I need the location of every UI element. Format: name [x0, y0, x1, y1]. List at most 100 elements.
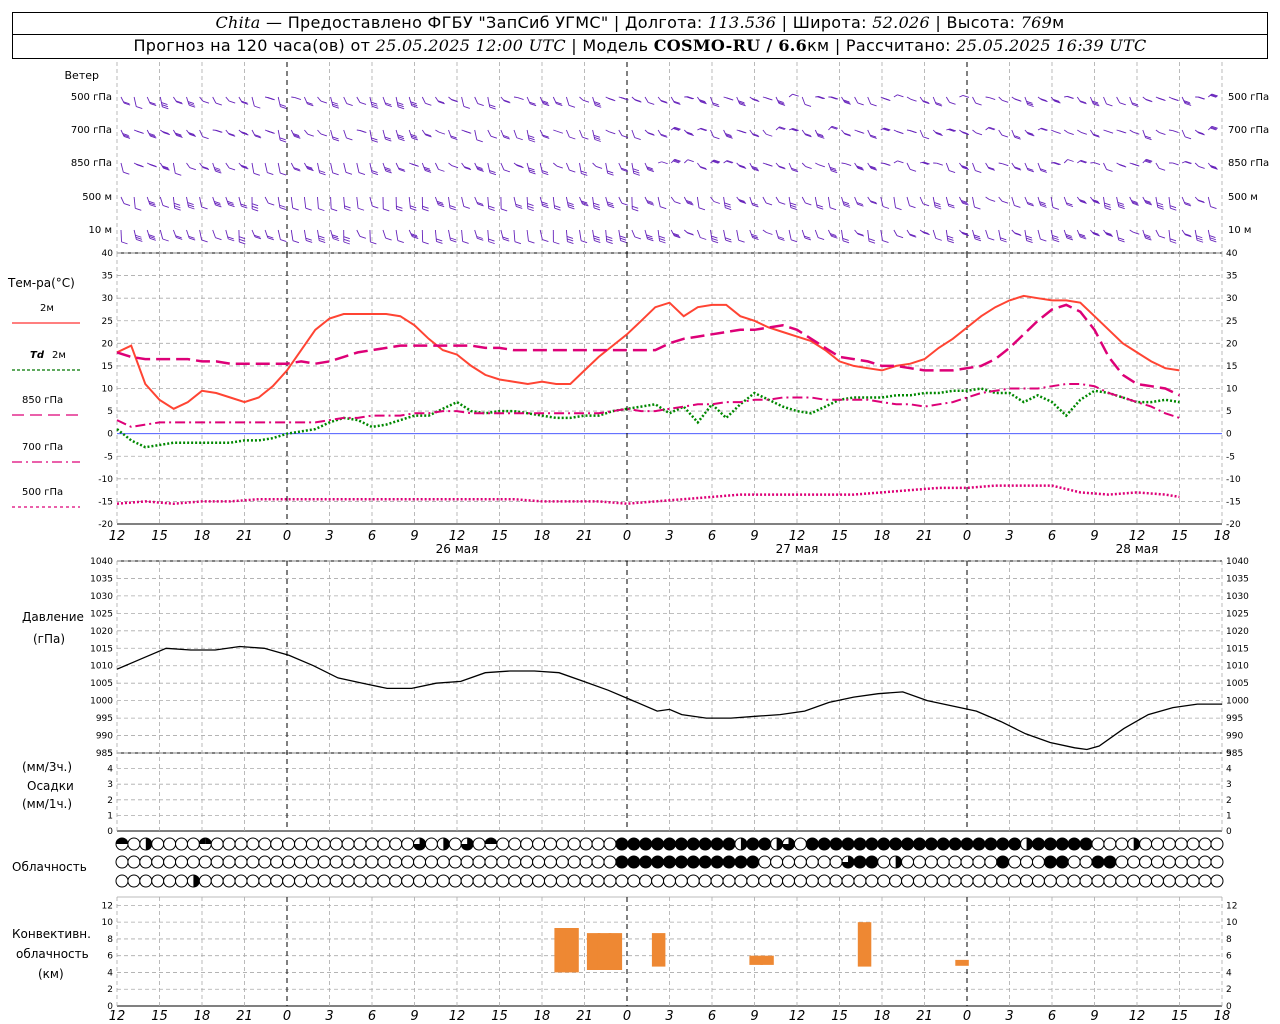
y-tick-left: -15 — [98, 497, 113, 507]
wind-feather — [856, 202, 863, 206]
wind-feather — [674, 102, 681, 105]
wind-level-left: 850 гПа — [71, 158, 112, 169]
cloud-symbol — [1162, 874, 1176, 888]
calc-label: | Рассчитано: — [834, 36, 951, 55]
wind-feather — [1065, 234, 1072, 237]
wind-feather — [1157, 204, 1164, 208]
wind-feather — [988, 198, 996, 202]
cloud-symbol — [424, 874, 438, 888]
cloud-symbol — [1162, 837, 1176, 851]
wind-feather — [1210, 206, 1217, 209]
y-tick-right: 3 — [1226, 780, 1232, 790]
wind-feather — [488, 208, 495, 212]
wind-feather — [935, 103, 943, 107]
hour-tick: 18 — [194, 1009, 211, 1024]
wind-barb — [1142, 129, 1146, 138]
wind-feather — [975, 170, 982, 174]
wind-feather — [1040, 204, 1047, 208]
cloud-symbol — [1115, 874, 1129, 888]
wind-feather — [883, 162, 890, 166]
wind-feather — [868, 238, 875, 242]
wind-feather — [410, 207, 417, 211]
temp-series-line — [116, 484, 1180, 505]
wind-barb — [199, 229, 203, 241]
calc-time: 25.05.2025 16:39 UTC — [956, 36, 1147, 55]
wind-feather — [1118, 206, 1125, 210]
cloud-symbol — [960, 874, 974, 888]
wind-feather — [1198, 166, 1205, 169]
hour-tick: 12 — [449, 529, 466, 544]
cloud-half — [776, 838, 783, 850]
wind-feather — [882, 128, 889, 132]
model-label: | Модель — [571, 36, 649, 55]
cloud-symbol — [282, 855, 296, 869]
wind-feather — [1157, 97, 1165, 101]
cloud-symbol — [496, 874, 510, 888]
wind-barb — [1142, 229, 1146, 239]
wind-barb — [579, 96, 584, 101]
y-tick-left: 5 — [107, 749, 113, 759]
wind-feather — [528, 169, 536, 173]
wind-feather — [1054, 131, 1061, 135]
wind-feather — [553, 241, 560, 245]
cloud-symbol — [1210, 855, 1224, 869]
cloud-symbol — [1020, 874, 1034, 888]
wind-barb — [212, 229, 216, 238]
wind-feather — [817, 237, 825, 240]
cloud-symbol — [1091, 874, 1105, 888]
wind-barb — [1050, 196, 1054, 208]
wind-feather — [1210, 239, 1217, 243]
wind-barb — [618, 129, 623, 136]
wind-feather — [686, 96, 693, 100]
hour-tick: 18 — [1214, 1009, 1231, 1024]
wind-barb — [1103, 162, 1107, 170]
wind-feather — [989, 97, 996, 100]
wind-barb — [186, 196, 189, 208]
y-tick-left: 2 — [107, 796, 113, 806]
wind-feather — [713, 160, 720, 164]
wind-feather — [988, 126, 996, 130]
y-tick-right: 12 — [1226, 901, 1237, 911]
wind-feather — [632, 205, 639, 209]
y-tick-right: 995 — [1226, 714, 1243, 724]
wind-barb — [133, 196, 136, 209]
wind-feather — [974, 238, 982, 242]
wind-feather — [751, 98, 758, 101]
wind-feather — [528, 135, 535, 139]
wind-feather — [1118, 204, 1125, 207]
wind-feather — [632, 168, 640, 172]
wind-feather — [1210, 127, 1217, 131]
wind-feather — [121, 241, 128, 245]
wind-feather — [543, 136, 550, 139]
wind-feather — [1066, 237, 1074, 241]
wind-barb — [696, 196, 700, 208]
wind-feather — [215, 129, 222, 133]
wind-feather — [1196, 235, 1203, 239]
wind-feather — [621, 167, 628, 171]
wind-feather — [214, 201, 221, 204]
wind-feather — [451, 165, 459, 169]
wind-feather — [411, 137, 419, 141]
cloud-symbol — [841, 874, 855, 888]
wind-feather — [700, 167, 707, 170]
wind-feather — [280, 106, 287, 109]
wind-barb — [1063, 129, 1068, 133]
hour-tick: 12 — [789, 1009, 806, 1024]
wind-barb — [487, 162, 491, 173]
wind-barb — [657, 229, 660, 242]
cloud-symbol — [246, 855, 260, 869]
wind-feather — [251, 203, 259, 207]
wind-feather — [148, 200, 155, 204]
conv-bar — [760, 955, 774, 965]
wind-feather — [593, 134, 600, 138]
wind-barb — [893, 160, 898, 164]
wind-feather — [829, 233, 837, 236]
cloud-symbol — [591, 837, 605, 851]
cloud-symbol — [1115, 855, 1129, 869]
wind-feather — [280, 139, 287, 143]
conv-bar — [554, 928, 568, 973]
y-tick-right: 5 — [1226, 407, 1232, 417]
wind-feather — [581, 202, 588, 205]
wind-feather — [477, 103, 484, 106]
wind-barb — [788, 93, 793, 98]
